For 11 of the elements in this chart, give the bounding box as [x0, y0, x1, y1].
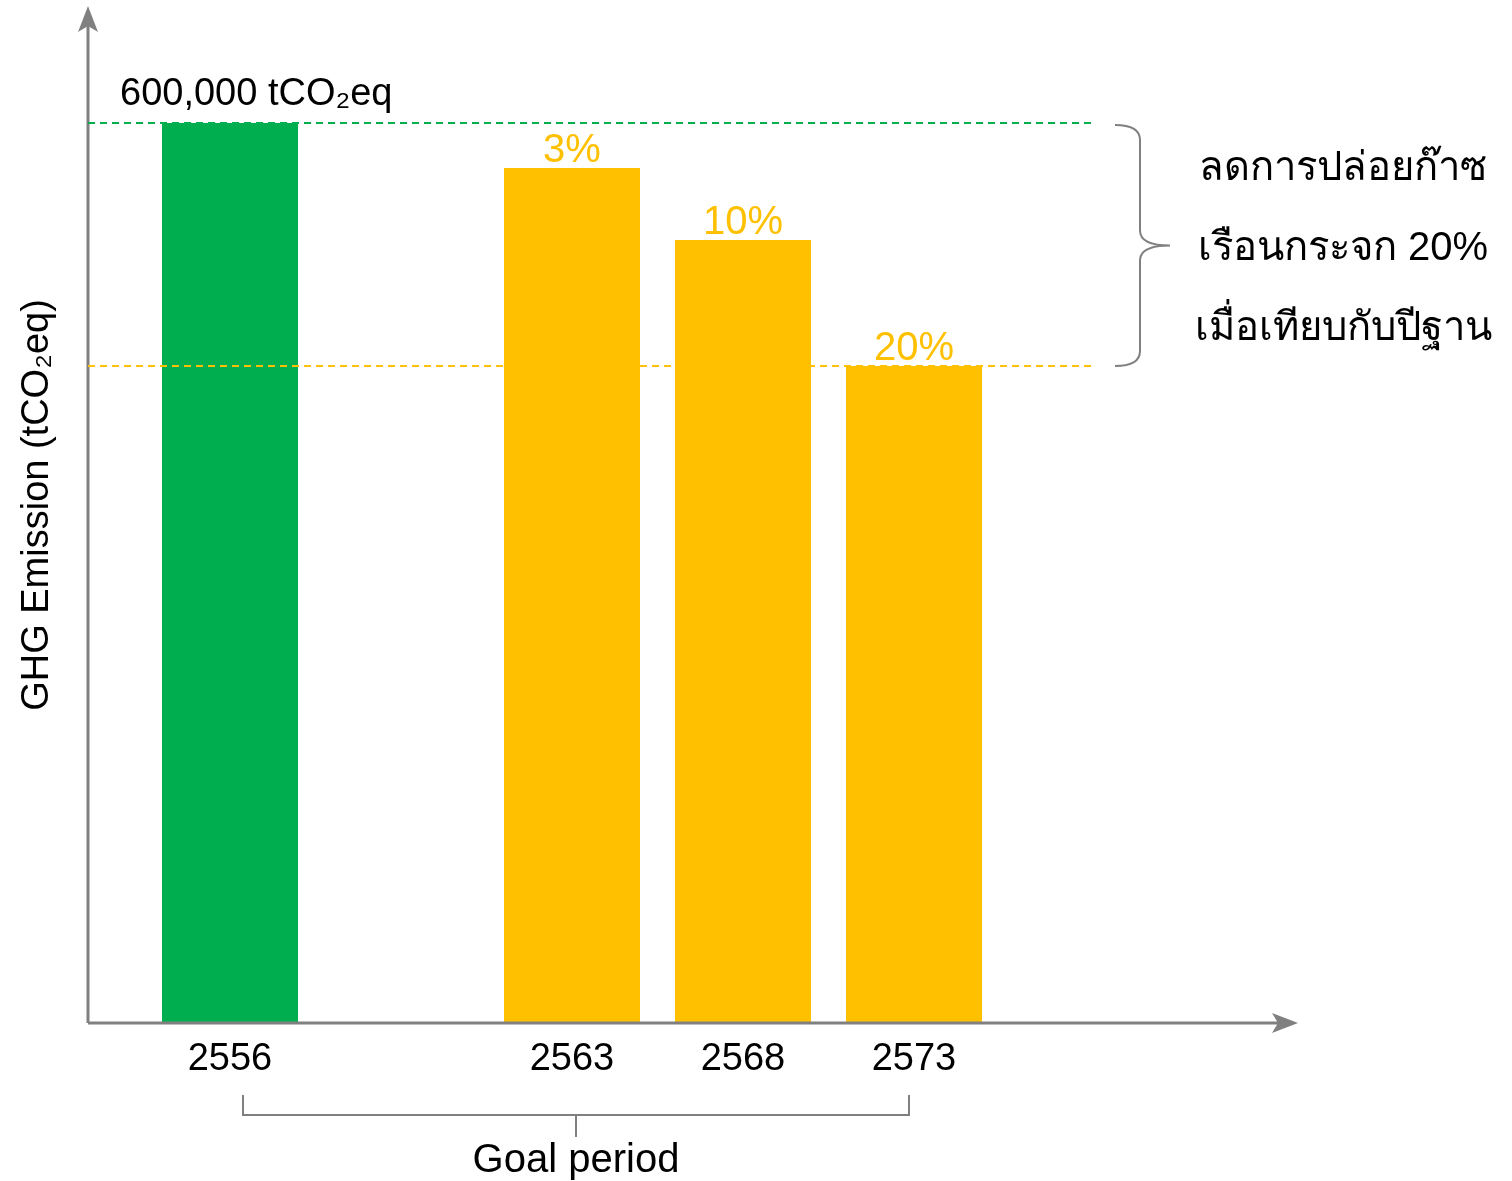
text: ลดการปล่อยก๊าซ เรือนกระจก 20% เมื่อเทียบกับปีฐาน [1194, 143, 1492, 351]
annotation: 20% [873, 324, 955, 368]
x-tick-label: 2556 [187, 1036, 273, 1078]
x-tick-label: 2563 [529, 1036, 615, 1078]
ref-line-label: 600,000 tCO₂eq [120, 71, 393, 113]
annotation: 3% [543, 126, 601, 170]
annotation: 10% [702, 198, 784, 242]
y-axis-title: GHG Emission (tCO₂eq) [14, 299, 56, 711]
x-tick-label: 2568 [700, 1036, 786, 1078]
text: Goal period [472, 1136, 680, 1180]
x-tick-label: 2573 [871, 1036, 957, 1078]
